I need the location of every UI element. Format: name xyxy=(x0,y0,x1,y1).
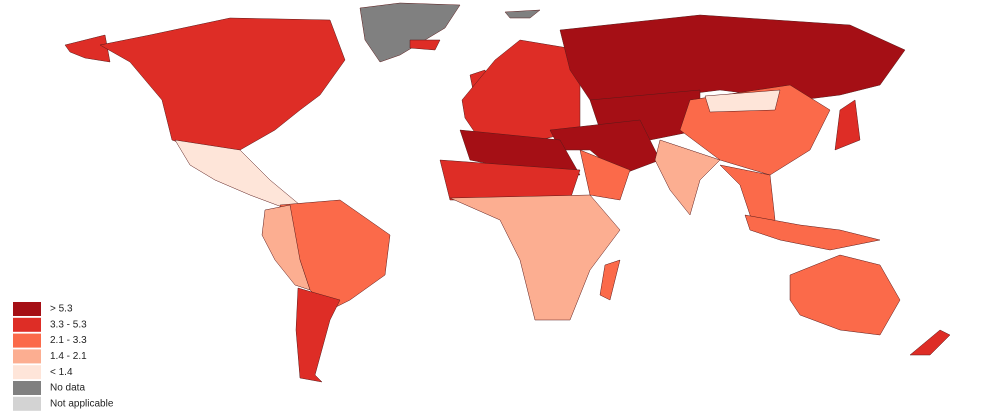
europe xyxy=(461,39,581,141)
countries xyxy=(64,2,951,383)
legend-label: 2.1 - 3.3 xyxy=(50,335,87,346)
legend-label: > 5.3 xyxy=(50,304,73,315)
legend-label: Not applicable xyxy=(50,398,114,409)
legend-swatch xyxy=(13,302,41,316)
russia xyxy=(559,14,906,101)
legend-swatch xyxy=(13,349,41,364)
legend-label: 1.4 - 2.1 xyxy=(50,351,87,362)
legend-label: 3.3 - 5.3 xyxy=(50,319,87,330)
alaska xyxy=(64,34,111,63)
legend-swatch xyxy=(13,317,41,332)
legend-swatch xyxy=(13,396,41,411)
legend-swatch xyxy=(13,333,41,348)
legend-swatch xyxy=(13,381,41,395)
madagascar xyxy=(599,259,621,301)
india xyxy=(654,139,721,216)
mexico-central-america xyxy=(174,139,301,211)
greenland xyxy=(359,2,461,63)
legend-label: < 1.4 xyxy=(50,367,73,378)
iceland xyxy=(409,39,441,51)
sub-saharan-africa xyxy=(449,194,621,321)
japan xyxy=(834,99,861,151)
canada-usa xyxy=(99,17,346,151)
arabia xyxy=(579,149,631,201)
legend-swatch xyxy=(13,365,41,380)
new-zealand xyxy=(909,329,951,356)
andes xyxy=(261,204,311,291)
australia xyxy=(789,254,901,336)
svalbard xyxy=(504,9,541,19)
mongolia xyxy=(704,89,781,113)
legend-label: No data xyxy=(50,383,85,394)
legend: > 5.3 3.3 - 5.3 2.1 - 3.3 1.4 - 2.1 < 1.4 No … xyxy=(13,302,114,411)
argentina-chile xyxy=(295,287,341,383)
indonesia xyxy=(744,214,881,251)
